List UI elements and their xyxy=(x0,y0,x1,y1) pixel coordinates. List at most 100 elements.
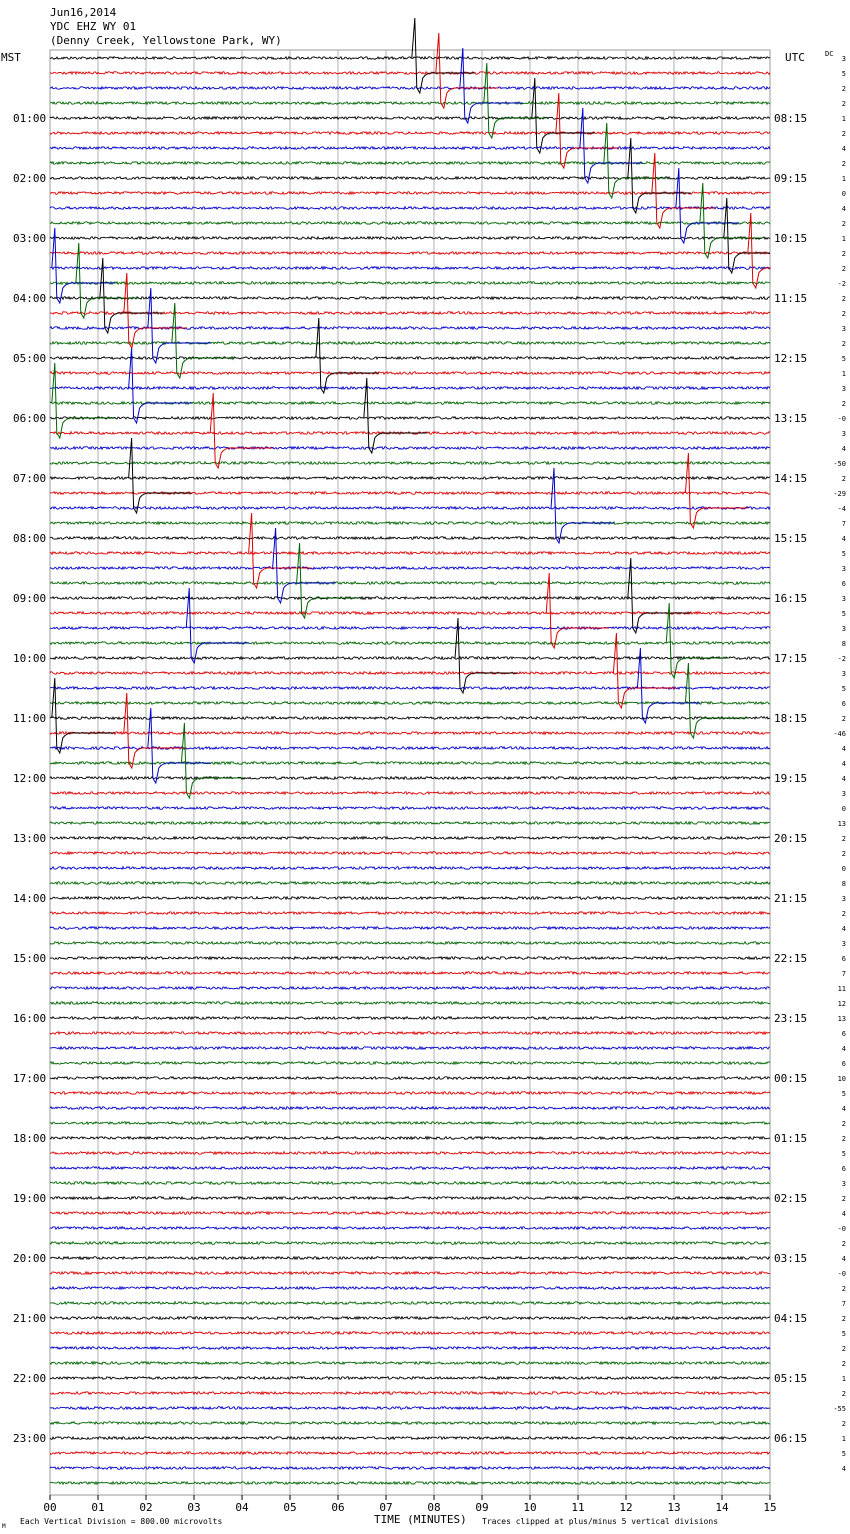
trace-line xyxy=(49,1255,771,1261)
hour-label-utc: 04:15 xyxy=(774,1312,807,1325)
hour-label-utc: 01:15 xyxy=(774,1132,807,1145)
trace-line xyxy=(49,460,771,466)
dc-offset-label: 0 xyxy=(842,190,846,198)
trace-line xyxy=(49,700,771,706)
clip-note: Traces clipped at plus/minus 5 vertical … xyxy=(482,1517,718,1526)
trace-line xyxy=(50,580,771,586)
trace-line xyxy=(49,640,771,646)
trace-line xyxy=(49,415,770,421)
dc-title: DC xyxy=(825,50,833,58)
right-axis-title: UTC xyxy=(785,51,805,64)
dc-offset-label: 1 xyxy=(842,235,846,243)
clipped-event-trace xyxy=(579,107,643,185)
trace-line xyxy=(49,175,771,181)
dc-offset-label: 5 xyxy=(842,685,846,693)
trace-line xyxy=(49,940,771,946)
dc-offset-label: 1 xyxy=(842,1435,846,1443)
clipped-event-trace xyxy=(636,647,701,725)
hour-label-mst: 02:00 xyxy=(13,172,46,185)
trace-line xyxy=(49,730,771,736)
dc-offset-label: 4 xyxy=(842,535,846,543)
dc-offset-label: 4 xyxy=(842,145,846,153)
dc-offset-label: 2 xyxy=(842,1195,846,1203)
trace-line xyxy=(49,1375,771,1381)
clipped-event-trace xyxy=(128,347,192,425)
dc-offset-label: 13 xyxy=(838,1015,846,1023)
trace-line xyxy=(49,715,771,721)
hour-label-mst: 17:00 xyxy=(13,1072,46,1085)
dc-offset-label: 2 xyxy=(842,400,846,408)
hour-label-mst: 08:00 xyxy=(13,532,46,545)
trace-line xyxy=(49,1300,771,1306)
dc-offset-label: 4 xyxy=(842,205,846,213)
trace-line xyxy=(49,205,771,211)
dc-offset-label: 11 xyxy=(838,985,846,993)
dc-offset-label: 2 xyxy=(842,835,846,843)
trace-line xyxy=(49,985,771,991)
hour-label-mst: 16:00 xyxy=(13,1012,46,1025)
trace-line xyxy=(49,190,771,196)
clipped-event-trace xyxy=(747,212,771,290)
dc-offset-label: 5 xyxy=(842,550,846,558)
corner-mark: M xyxy=(2,1523,6,1530)
hour-label-utc: 09:15 xyxy=(774,172,807,185)
trace-line xyxy=(49,655,771,661)
trace-line xyxy=(49,535,771,541)
hour-label-utc: 10:15 xyxy=(774,232,807,245)
dc-offset-label: 2 xyxy=(842,220,846,228)
dc-offset-label: 12 xyxy=(838,1000,846,1008)
dc-offset-label: 8 xyxy=(842,640,846,648)
trace-line xyxy=(49,445,771,451)
clipped-event-trace xyxy=(483,62,547,140)
dc-offset-label: 1 xyxy=(842,115,846,123)
dc-offset-label: 2 xyxy=(842,1135,846,1143)
dc-offset-label: 4 xyxy=(842,1210,846,1218)
dc-offset-label: 6 xyxy=(842,1030,846,1038)
clipped-event-trace xyxy=(147,707,211,785)
hour-label-mst: 06:00 xyxy=(13,412,46,425)
dc-offset-label: 5 xyxy=(842,1090,846,1098)
clipped-event-trace xyxy=(315,317,379,395)
dc-offset-label: 7 xyxy=(842,1300,846,1308)
dc-offset-label: -50 xyxy=(833,460,846,468)
clipped-event-trace xyxy=(123,692,187,770)
clipped-event-trace xyxy=(651,152,715,230)
trace-line xyxy=(49,1210,771,1216)
hour-label-mst: 04:00 xyxy=(13,292,46,305)
dc-offset-label: 3 xyxy=(842,55,846,63)
dc-offset-label: 4 xyxy=(842,1255,846,1263)
dc-offset-label: -2 xyxy=(838,655,846,663)
trace-line xyxy=(49,925,771,931)
hour-label-utc: 06:15 xyxy=(774,1432,807,1445)
dc-offset-label: 2 xyxy=(842,715,846,723)
dc-offset-label: -0 xyxy=(838,415,846,423)
hour-label-utc: 11:15 xyxy=(774,292,807,305)
dc-offset-label: 3 xyxy=(842,1180,846,1188)
trace-line xyxy=(49,1450,771,1456)
hour-label-mst: 21:00 xyxy=(13,1312,46,1325)
dc-offset-label: 3 xyxy=(842,385,846,393)
clipped-event-trace xyxy=(454,617,518,695)
clipped-event-trace xyxy=(75,242,139,320)
dc-offset-label: 2 xyxy=(842,265,846,273)
hour-label-utc: 03:15 xyxy=(774,1252,807,1265)
dc-offset-label: 0 xyxy=(842,805,846,813)
trace-line xyxy=(49,970,771,976)
dc-offset-label: 3 xyxy=(842,670,846,678)
dc-offset-label: 2 xyxy=(842,1120,846,1128)
trace-line xyxy=(49,1090,771,1096)
trace-line xyxy=(49,1240,771,1246)
dc-offset-label: 0 xyxy=(842,865,846,873)
trace-line xyxy=(49,1480,771,1486)
clipped-event-trace xyxy=(123,272,187,350)
trace-line xyxy=(49,1330,771,1336)
hour-label-mst: 14:00 xyxy=(13,892,46,905)
clipped-event-trace xyxy=(550,467,614,545)
grid xyxy=(49,49,771,1496)
clipped-event-trace xyxy=(209,392,274,470)
x-tick-label: 07 xyxy=(379,1501,392,1514)
x-tick-label: 03 xyxy=(187,1501,200,1514)
x-tick-label: 14 xyxy=(715,1501,729,1514)
trace-line xyxy=(49,1075,771,1081)
hour-label-utc: 00:15 xyxy=(774,1072,807,1085)
